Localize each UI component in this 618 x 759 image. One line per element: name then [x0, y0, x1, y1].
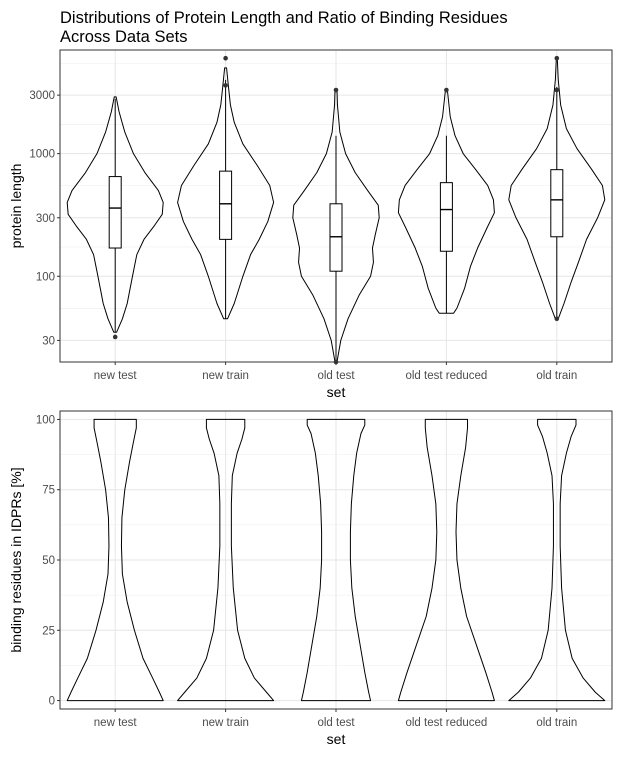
boxplot-outlier-point	[223, 83, 228, 88]
boxplot-box	[108, 176, 122, 249]
x-tick-label: new train	[202, 370, 249, 382]
violin-new-train	[177, 418, 275, 702]
boxplot-outlier-point	[554, 87, 560, 93]
violin-new-test	[66, 96, 164, 333]
boxplot-box	[550, 169, 564, 238]
y-tick-label: 75	[42, 485, 55, 497]
boxplot-box	[439, 182, 453, 252]
panel-binding-residues: 0 25 50 75 100 new test new train old test old t…	[8, 410, 613, 747]
y-tick-label: 3000	[29, 90, 55, 102]
x-axis-title: set	[327, 384, 346, 400]
boxplot-outlier-point	[554, 316, 560, 322]
boxplot-box	[219, 170, 233, 240]
boxplot-outlier-point	[112, 334, 118, 340]
y-tick-label: 0	[49, 696, 55, 708]
x-tick-label: old test	[317, 717, 355, 729]
violin-old-test-reduced	[397, 418, 495, 702]
y-tick-label: 100	[36, 271, 55, 283]
x-tick-label: new test	[94, 717, 138, 729]
y-axis-title: protein length	[8, 164, 24, 249]
x-tick-label: old train	[536, 370, 577, 382]
violin-old-test	[300, 418, 372, 702]
x-tick-label: old test reduced	[405, 717, 487, 729]
y-tick-label: 30	[42, 335, 55, 347]
y-tick-label: 300	[36, 213, 55, 225]
panel-protein-length: 30 100 300 1000 3000 new test new train old tes…	[8, 49, 613, 400]
x-tick-label: new train	[202, 717, 249, 729]
violin-new-test	[66, 418, 164, 702]
y-tick-label: 25	[42, 625, 55, 637]
x-axis-title: set	[327, 731, 346, 747]
chart-title-line-1: Distributions of Protein Length and Rati…	[60, 9, 508, 27]
y-tick-label: 50	[42, 555, 55, 567]
boxplot-box	[329, 203, 343, 272]
x-tick-label: new test	[94, 370, 138, 382]
boxplot-outlier-point	[444, 87, 449, 93]
y-tick-label: 100	[36, 414, 55, 426]
chart-title-line-2: Across Data Sets	[60, 28, 187, 46]
violin-old-train	[508, 418, 606, 702]
x-tick-label: old test	[317, 370, 355, 382]
x-tick-label: old test reduced	[405, 370, 487, 382]
boxplot-outlier-point	[333, 87, 339, 93]
violin-new-train	[177, 67, 275, 320]
x-tick-label: old train	[536, 717, 577, 729]
y-axis-title: binding residues in IDPRs [%]	[8, 467, 24, 652]
y-tick-label: 1000	[29, 149, 55, 161]
boxplot-outlier-point	[554, 55, 560, 61]
boxplot-outlier-point	[223, 55, 228, 61]
